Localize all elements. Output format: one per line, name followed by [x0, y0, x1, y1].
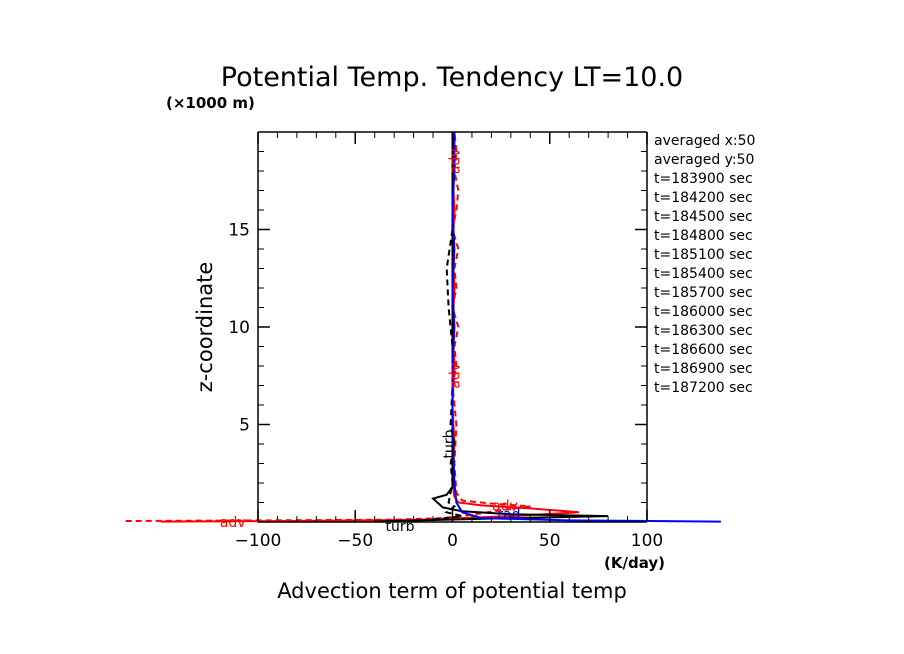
- x-tick-label: 100: [631, 531, 663, 551]
- chart-title: Potential Temp. Tendency LT=10.0: [221, 62, 683, 93]
- info-line: t=186000 sec: [654, 304, 753, 320]
- x-axis-unit: (K/day): [604, 554, 665, 572]
- series-line-rad_blue: [451, 132, 721, 523]
- info-line: t=185700 sec: [654, 285, 753, 301]
- info-line: t=185100 sec: [654, 247, 753, 263]
- info-line: t=186900 sec: [654, 361, 753, 377]
- x-tick-label: −100: [235, 531, 282, 551]
- series-label-annotation: turb: [442, 429, 458, 458]
- info-panel: averaged x:50 averaged y:50 t=183900 sec t=…: [654, 133, 755, 396]
- info-line: t=183900 sec: [654, 171, 753, 187]
- x-tick-label: 0: [447, 531, 458, 551]
- series-label-annotation: adv: [492, 498, 518, 514]
- series-label-annotation: rad: [497, 507, 520, 523]
- y-tick-label: 15: [228, 221, 250, 241]
- info-line: t=184200 sec: [654, 190, 753, 206]
- x-axis-label: Advection term of potential temp: [277, 579, 627, 603]
- info-line: t=184800 sec: [654, 228, 753, 244]
- y-axis-label: z-coordinate: [193, 262, 217, 393]
- x-tick-label: −50: [337, 531, 373, 551]
- info-line: averaged y:50: [654, 152, 754, 168]
- series-label-annotation: turb: [385, 519, 414, 535]
- series-label-annotation: adv: [447, 148, 463, 174]
- series-label-annotation: adv: [447, 363, 463, 389]
- info-line: t=186300 sec: [654, 323, 753, 339]
- info-line: t=184500 sec: [654, 209, 753, 225]
- info-line: t=187200 sec: [654, 380, 753, 396]
- y-tick-label: 5: [239, 416, 250, 436]
- y-tick-label: 10: [228, 318, 250, 338]
- x-tick-label: 50: [539, 531, 561, 551]
- y-axis-unit: (×1000 m): [166, 94, 255, 112]
- info-line: t=185400 sec: [654, 266, 753, 282]
- series-label-annotation: adv: [220, 515, 246, 531]
- series-layer: [125, 131, 721, 523]
- info-line: t=186600 sec: [654, 342, 753, 358]
- axes-layer: −100 −50 0 50 100 5 10 15: [228, 131, 663, 551]
- info-line: averaged x:50: [654, 133, 755, 149]
